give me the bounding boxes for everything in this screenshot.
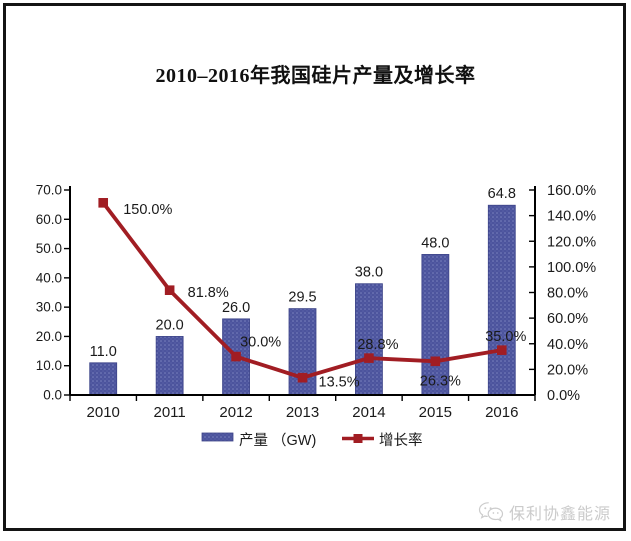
x-axis-label-2012: 2012 [219, 404, 252, 421]
growth-value-label-2011: 81.8% [188, 285, 229, 301]
left-axis-tick-label: 10.0 [36, 358, 62, 373]
growth-marker-2013 [297, 372, 308, 383]
growth-marker-2014 [364, 353, 374, 363]
legend-bar-label: 产量 （GW) [239, 432, 316, 449]
bar-value-label-2011: 20.0 [156, 317, 184, 333]
watermark-brand-text: 保利协鑫能源 [508, 506, 611, 523]
growth-value-label-2015: 26.3% [420, 373, 461, 389]
growth-value-label-2010: 150.0% [123, 202, 172, 218]
left-axis-tick-label: 70.0 [36, 183, 62, 198]
watermark: 保利协鑫能源 [478, 500, 611, 524]
legend-line-label: 增长率 [379, 432, 423, 449]
left-axis-tick-label: 30.0 [36, 300, 62, 315]
growth-value-label-2016: 35.0% [485, 329, 526, 345]
chart-title: 2010–2016年我国硅片产量及增长率 [155, 65, 476, 87]
right-axis-tick-label: 140.0% [547, 209, 596, 225]
x-axis-label-2011: 2011 [154, 404, 186, 421]
growth-value-label-2014: 28.8% [357, 337, 398, 353]
bar-value-label-2014: 38.0 [355, 265, 383, 281]
growth-marker-2015 [430, 356, 441, 367]
bar-value-label-2013: 29.5 [288, 290, 316, 306]
left-axis-tick-label: 40.0 [36, 270, 62, 285]
bar-value-label-2016: 64.8 [488, 186, 516, 202]
bar-2016 [487, 204, 516, 396]
legend-line-marker [353, 434, 363, 443]
bar-2010 [89, 362, 118, 396]
right-axis-tick-label: 20.0% [547, 362, 588, 378]
bar-2014 [355, 283, 383, 396]
growth-value-label-2012: 30.0% [240, 335, 281, 351]
right-axis-tick-label: 160.0% [547, 183, 596, 199]
right-axis-tick-label: 80.0% [547, 286, 588, 302]
x-axis-label-2013: 2013 [286, 404, 319, 421]
growth-marker-2011 [164, 285, 175, 295]
right-axis-tick-label: 60.0% [547, 311, 588, 327]
x-axis-label-2010: 2010 [87, 404, 120, 421]
left-axis-tick-label: 0.0 [43, 388, 62, 403]
left-axis-tick-label: 50.0 [36, 241, 62, 256]
bar-value-label-2012: 26.0 [222, 300, 250, 316]
bar-value-label-2015: 48.0 [421, 235, 449, 251]
wechat-icon [478, 502, 504, 522]
left-axis-tick-label: 20.0 [36, 329, 62, 344]
legend-bar-swatch [201, 432, 234, 442]
right-axis-tick-label: 40.0% [547, 337, 588, 353]
growth-marker-2016 [496, 345, 507, 355]
growth-value-label-2013: 13.5% [319, 375, 360, 391]
bar-2015 [421, 254, 450, 396]
bar-value-label-2010: 11.0 [90, 344, 117, 360]
x-axis-label-2014: 2014 [352, 404, 385, 421]
growth-marker-2012 [231, 351, 241, 362]
growth-marker-2010 [98, 198, 109, 208]
bar-2011 [155, 336, 184, 396]
x-axis-label-2016: 2016 [485, 404, 518, 421]
figure-border-frame [3, 3, 626, 531]
right-axis-tick-label: 0.0% [547, 388, 580, 404]
right-axis-tick-label: 120.0% [547, 234, 596, 250]
right-axis-tick-label: 100.0% [547, 260, 596, 276]
left-axis-tick-label: 60.0 [36, 212, 62, 227]
x-axis-label-2015: 2015 [419, 404, 452, 421]
